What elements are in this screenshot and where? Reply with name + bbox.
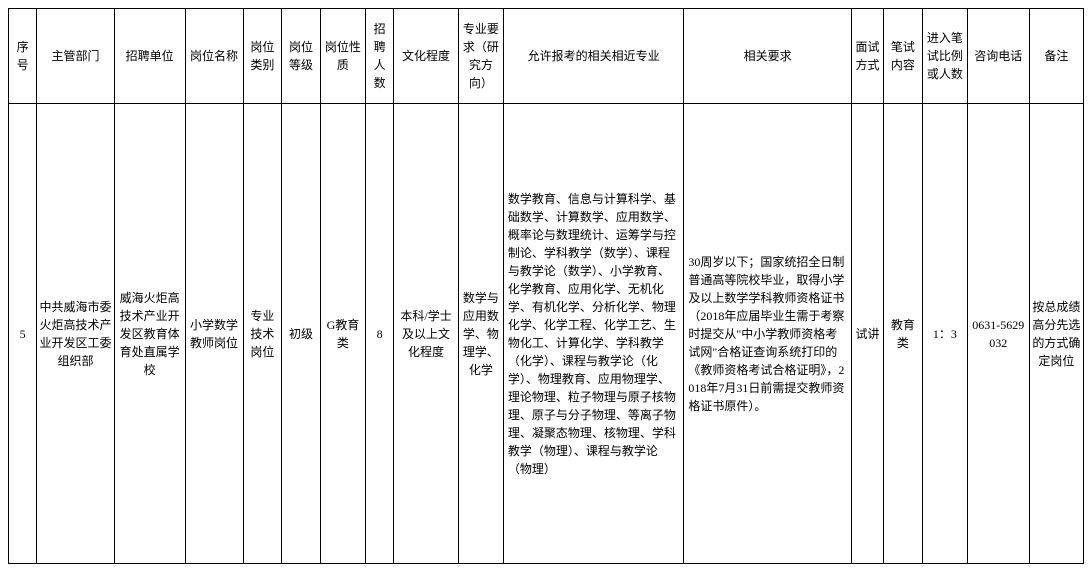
header-phone: 咨询电话 xyxy=(967,9,1029,104)
header-remark: 备注 xyxy=(1029,9,1083,104)
cell-written: 教育类 xyxy=(884,104,923,564)
header-dept: 主管部门 xyxy=(37,9,114,104)
cell-remark: 按总成绩高分先选的方式确定岗位 xyxy=(1029,104,1083,564)
cell-pos-level: 初级 xyxy=(282,104,321,564)
header-written: 笔试内容 xyxy=(884,9,923,104)
cell-seq: 5 xyxy=(9,104,37,564)
table-row: 5 中共威海市委火炬高技术产业开发区工委组织部 威海火炬高技术产业开发区教育体育… xyxy=(9,104,1084,564)
cell-interview: 试讲 xyxy=(851,104,883,564)
cell-recruit-num: 8 xyxy=(365,104,393,564)
header-unit: 招聘单位 xyxy=(114,9,185,104)
header-pos-level: 岗位等级 xyxy=(282,9,321,104)
header-ratio: 进入笔试比例或人数 xyxy=(922,9,967,104)
cell-education: 本科/学士及以上文化程度 xyxy=(394,104,458,564)
cell-pos-category: 专业技术岗位 xyxy=(243,104,282,564)
cell-pos-nature: G教育类 xyxy=(320,104,365,564)
header-major-req: 专业要求（研究方向） xyxy=(458,9,503,104)
header-allowed-major: 允许报考的相关相近专业 xyxy=(503,9,683,104)
header-pos-name: 岗位名称 xyxy=(185,9,243,104)
cell-pos-name: 小学数学教师岗位 xyxy=(185,104,243,564)
cell-related-req: 30周岁以下；国家统招全日制普通高等院校毕业，取得小学及以上数学学科教师资格证书… xyxy=(684,104,852,564)
table-header: 序号 主管部门 招聘单位 岗位名称 岗位类别 岗位等级 岗位性质 招聘人数 文化… xyxy=(9,9,1084,104)
header-education: 文化程度 xyxy=(394,9,458,104)
header-related-req: 相关要求 xyxy=(684,9,852,104)
cell-allowed-major: 数学教育、信息与计算科学、基础数学、计算数学、应用数学、概率论与数理统计、运筹学… xyxy=(503,104,683,564)
table-body: 5 中共威海市委火炬高技术产业开发区工委组织部 威海火炬高技术产业开发区教育体育… xyxy=(9,104,1084,564)
cell-phone: 0631-5629032 xyxy=(967,104,1029,564)
cell-major-req: 数学与应用数学、物理学、化学 xyxy=(458,104,503,564)
header-seq: 序号 xyxy=(9,9,37,104)
cell-unit: 威海火炬高技术产业开发区教育体育处直属学校 xyxy=(114,104,185,564)
header-pos-category: 岗位类别 xyxy=(243,9,282,104)
header-recruit-num: 招聘人数 xyxy=(365,9,393,104)
cell-dept: 中共威海市委火炬高技术产业开发区工委组织部 xyxy=(37,104,114,564)
header-pos-nature: 岗位性质 xyxy=(320,9,365,104)
header-interview: 面试方式 xyxy=(851,9,883,104)
recruitment-table: 序号 主管部门 招聘单位 岗位名称 岗位类别 岗位等级 岗位性质 招聘人数 文化… xyxy=(8,8,1084,564)
cell-ratio: 1：3 xyxy=(922,104,967,564)
